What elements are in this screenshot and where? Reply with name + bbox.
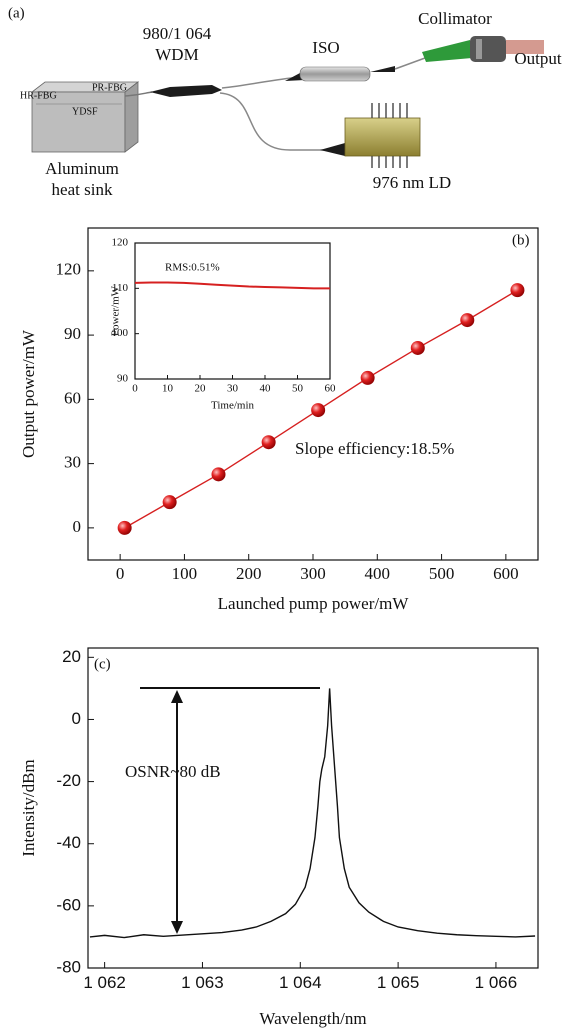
x-tick-label: 100: [172, 564, 198, 583]
x-tick-label: 60: [325, 382, 337, 394]
y-tick-label: -20: [56, 771, 81, 790]
y-tick-label: 0: [73, 517, 82, 536]
marker: [261, 435, 276, 450]
annotation: RMS:0.51%: [165, 262, 220, 274]
wdm-label: WDM: [155, 45, 198, 64]
ld-label: 976 nm LD: [373, 173, 451, 192]
y-tick-label: 90: [64, 324, 81, 343]
x-axis-label: Wavelength/nm: [259, 1009, 366, 1028]
marker: [117, 520, 132, 535]
output-label: Output: [514, 49, 562, 68]
x-tick-label: 1 066: [475, 973, 518, 992]
panel-label: (a): [8, 5, 25, 21]
x-tick-label: 500: [429, 564, 455, 583]
collimator-label: Collimator: [418, 9, 492, 28]
y-tick-label: 90: [117, 373, 129, 385]
x-tick-label: 1 062: [83, 973, 126, 992]
x-tick-label: 300: [300, 564, 326, 583]
y-tick-label: 110: [112, 282, 129, 294]
y-axis-label: Power/mW: [110, 285, 122, 336]
heat-sink-label: Aluminum: [45, 159, 119, 178]
x-tick-label: 0: [116, 564, 125, 583]
y-tick-label: 120: [56, 260, 82, 279]
x-tick-label: 200: [236, 564, 262, 583]
annotation: OSNR~80 dB: [125, 762, 221, 781]
x-tick-label: 1 065: [377, 973, 420, 992]
y-tick-label: 120: [112, 237, 129, 249]
x-tick-label: 1 063: [181, 973, 224, 992]
y-tick-label: 20: [62, 647, 81, 666]
annotation: Slope efficiency:18.5%: [295, 439, 454, 458]
y-tick-label: -80: [56, 957, 81, 976]
x-axis-label: Launched pump power/mW: [218, 594, 410, 613]
marker: [311, 403, 326, 418]
iso-label: ISO: [312, 38, 339, 57]
x-tick-label: 0: [132, 382, 138, 394]
y-tick-label: -60: [56, 895, 81, 914]
x-tick-label: 400: [365, 564, 391, 583]
marker: [360, 370, 375, 385]
y-tick-label: 30: [64, 453, 81, 472]
series-line: [89, 688, 536, 939]
y-tick-label: -40: [56, 833, 81, 852]
ydsf-label: YDSF: [72, 106, 98, 117]
x-axis-label: Time/min: [211, 400, 254, 412]
y-tick-label: 100: [112, 327, 129, 339]
pr-fbg-label: PR-FBG: [92, 82, 127, 93]
setup-diagram: (a) 980/1 064 WDM ISO Collimator Output …: [8, 5, 562, 198]
x-tick-label: 40: [260, 382, 272, 394]
y-axis-label: Intensity/dBm: [19, 759, 38, 856]
x-tick-label: 600: [493, 564, 519, 583]
plot-frame: [134, 242, 331, 380]
marker: [211, 467, 226, 482]
x-tick-label: 30: [227, 382, 239, 394]
x-tick-label: 20: [195, 382, 207, 394]
y-tick-label: 0: [72, 709, 81, 728]
marker: [162, 495, 177, 510]
series-line: [134, 281, 330, 290]
plot-frame: [87, 647, 539, 969]
x-tick-label: 10: [162, 382, 174, 394]
wdm-label: 980/1 064: [143, 24, 212, 43]
marker: [460, 313, 475, 328]
x-tick-label: 50: [292, 382, 304, 394]
hr-fbg-label: HR-FBG: [20, 90, 57, 101]
panel-label: (c): [94, 656, 111, 672]
panel-label: (b): [512, 232, 530, 248]
y-axis-label: Output power/mW: [19, 329, 38, 458]
x-tick-label: 1 064: [279, 973, 322, 992]
marker: [410, 340, 425, 355]
heat-sink-label: heat sink: [52, 180, 113, 199]
marker: [510, 283, 525, 298]
osnr-arrow: [140, 687, 320, 934]
y-tick-label: 60: [64, 388, 81, 407]
